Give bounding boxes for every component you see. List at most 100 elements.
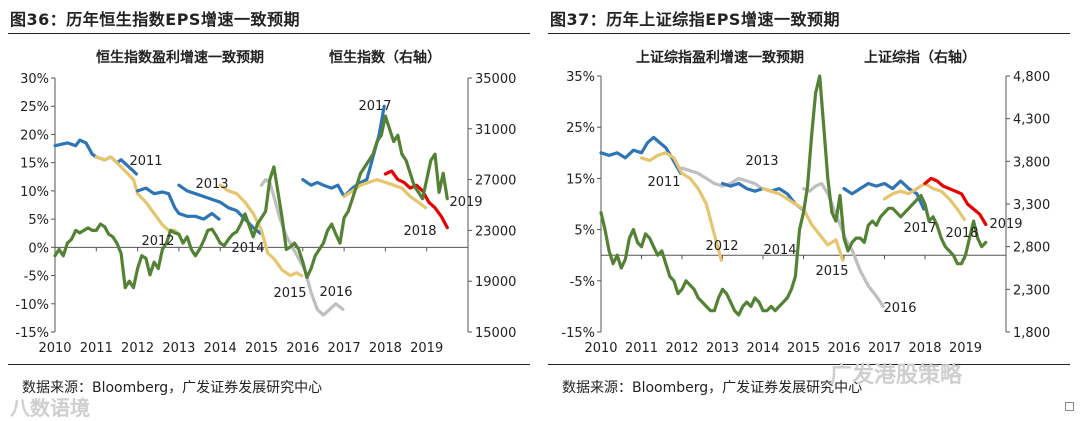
legend-right-label: 上证综指（右轴） (864, 49, 976, 66)
chart-svg: 上证综指盈利增速一致预期 上证综指（右轴） 35% 25% 15% 5% -5% -15% 4,… (561, 49, 1050, 356)
source-divider (548, 364, 1070, 365)
x-tick-label: 2017 (328, 341, 361, 356)
y-left-tick-label: 15% (20, 157, 49, 172)
y-right-tick-label: 27000 (475, 174, 516, 189)
y-right-tick-label: 1,800 (1013, 326, 1050, 341)
chart-title: 图37：历年上证综指EPS增速一致预期 (550, 10, 840, 29)
y-left-tick-label: 10% (20, 185, 49, 200)
y-right-tick-label: 2,800 (1013, 241, 1050, 256)
year-annotation-2015: 2015 (815, 264, 848, 279)
y-left-tick-label: 30% (20, 72, 49, 87)
y-left-tick-label: 0% (28, 241, 49, 256)
series-line-2017 (301, 104, 386, 199)
source-note: 数据来源：Bloomberg，广发证券发展研究中心 (562, 380, 863, 396)
y-left-tick-label: -5% (570, 275, 595, 290)
x-tick-label: 2019 (949, 341, 982, 356)
y-left-tick-label: 20% (20, 128, 49, 143)
year-annotation-2013: 2013 (195, 177, 228, 192)
y-left-tick-label: -10% (15, 298, 49, 313)
x-tick-label: 2010 (38, 341, 71, 356)
year-annotation-2011: 2011 (129, 154, 162, 169)
watermark-text: 广发港股策略 (830, 363, 963, 388)
x-tick-label: 2018 (369, 341, 402, 356)
year-annotation-2016: 2016 (883, 301, 916, 316)
series-line-2019 (383, 169, 449, 230)
y-right-tick-label: 3,300 (1013, 198, 1050, 213)
x-tick-label: 2013 (162, 341, 195, 356)
y-right-tick-label: 35000 (475, 72, 516, 87)
legend-left-label: 恒生指数盈利增速一致预期 (96, 49, 264, 66)
y-right-tick-label: 15000 (475, 326, 516, 341)
x-tick-label: 2014 (746, 341, 779, 356)
y-right-tick-label: 4,300 (1013, 113, 1050, 128)
x-tick-label: 2018 (908, 341, 941, 356)
year-annotation-2017: 2017 (903, 221, 936, 236)
series-line-2012 (94, 155, 180, 235)
series-line-2013 (680, 166, 764, 191)
x-tick-label: 2014 (204, 341, 237, 356)
year-annotation-2012: 2012 (705, 239, 738, 254)
y-right-tick-label: 3,800 (1013, 155, 1050, 170)
y-left-tick-label: -15% (561, 326, 595, 341)
x-tick-label: 2013 (706, 341, 739, 356)
watermark-text: 八数语境 (10, 396, 90, 420)
chart-panel-left: 图36：历年恒生指数EPS增速一致预期 恒生指数盈利增速一致预期 恒生指数（右轴）… (0, 0, 540, 420)
year-annotation-2017: 2017 (358, 99, 391, 114)
y-left-tick-label: -15% (15, 326, 49, 341)
legend-right-label: 恒生指数（右轴） (329, 49, 441, 66)
x-tick-label: 2019 (410, 341, 443, 356)
y-left-tick-label: 25% (566, 121, 595, 136)
source-divider (8, 364, 530, 365)
series-line-2019 (923, 176, 988, 227)
chart-svg: 恒生指数盈利增速一致预期 恒生指数（右轴） 30% 25% 20% 15% 10% 5% 0% -… (15, 49, 516, 356)
y-left-tick-label: -5% (24, 270, 49, 285)
year-annotation-2011: 2011 (647, 175, 680, 190)
y-right-tick-label: 19000 (475, 275, 516, 290)
x-tick-label: 2010 (584, 341, 617, 356)
chart-panel-right: 图37：历年上证综指EPS增速一致预期 上证综指盈利增速一致预期 上证综指（右轴）… (540, 0, 1080, 418)
year-annotation-2018: 2018 (403, 224, 436, 239)
x-tick-label: 2011 (625, 341, 658, 356)
y-right-tick-label: 2,300 (1013, 283, 1050, 298)
series-line-2015 (218, 183, 304, 278)
x-tick-label: 2012 (121, 341, 154, 356)
chart-title: 图36：历年恒生指数EPS增速一致预期 (10, 10, 300, 29)
year-annotation-2015: 2015 (273, 286, 306, 301)
x-tick-label: 2016 (286, 341, 319, 356)
corner-marker (1065, 402, 1074, 411)
y-right-tick-label: 23000 (475, 224, 516, 239)
year-annotation-2019: 2019 (449, 195, 482, 210)
legend-left-label: 上证综指盈利增速一致预期 (636, 49, 804, 66)
y-left-tick-label: 5% (574, 224, 595, 239)
series-line-2012 (639, 151, 723, 262)
y-right-tick-label: 31000 (475, 123, 516, 138)
x-tick-label: 2011 (80, 341, 113, 356)
series-line-2013 (136, 186, 221, 221)
y-right-tick-label: 4,800 (1013, 70, 1050, 85)
x-tick-label: 2016 (827, 341, 860, 356)
year-annotation-2019: 2019 (989, 217, 1022, 232)
x-tick-label: 2015 (245, 341, 278, 356)
series-line-2016 (259, 178, 345, 317)
source-note: 数据来源：Bloomberg，广发证券发展研究中心 (22, 380, 323, 396)
y-left-tick-label: 35% (566, 70, 595, 85)
year-annotation-2018: 2018 (945, 226, 978, 241)
series-line-2016 (801, 181, 885, 308)
year-annotation-2016: 2016 (319, 285, 352, 300)
index-line (53, 114, 449, 290)
index-line (599, 74, 988, 317)
x-tick-label: 2017 (868, 341, 901, 356)
y-left-tick-label: 5% (28, 213, 49, 228)
x-tick-label: 2012 (665, 341, 698, 356)
title-divider (8, 33, 530, 34)
year-annotation-2014: 2014 (231, 241, 264, 256)
y-left-tick-label: 25% (20, 100, 49, 115)
title-divider (548, 33, 1070, 34)
x-tick-label: 2015 (787, 341, 820, 356)
year-annotation-2014: 2014 (763, 243, 796, 258)
year-annotation-2012: 2012 (141, 234, 174, 249)
y-left-tick-label: 15% (566, 172, 595, 187)
series-line-2018 (342, 178, 428, 210)
series-line-2011 (599, 135, 683, 175)
year-annotation-2013: 2013 (745, 154, 778, 169)
